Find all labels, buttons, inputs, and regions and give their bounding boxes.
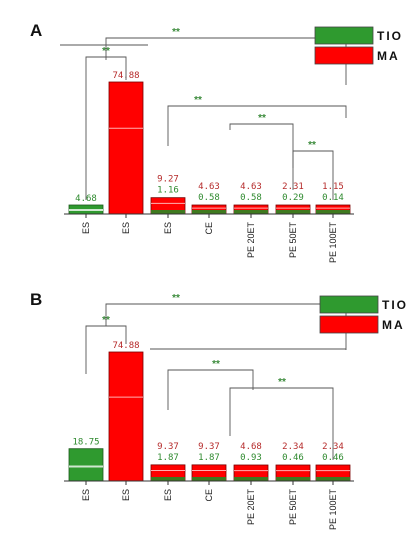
value-label-tio: 0.46 [282,453,304,463]
bar-tio-segment [276,477,310,481]
legend-label: MA [382,318,405,332]
value-label-tio: 0.29 [282,193,304,203]
x-tick-label: PE 50ET [288,489,298,526]
x-tick-label: PE 20ET [246,222,256,259]
significance-bracket [167,105,347,146]
x-tick-label: ES [81,489,91,501]
panel-a-chart: 4.68ES74.88ES9.271.16ES4.630.58CE4.630.5… [60,26,403,264]
value-label-ma: 9.27 [157,175,179,185]
value-label-ma: 9.37 [157,442,179,452]
value-label-ma: 4.63 [198,182,220,192]
value-label: 18.75 [72,438,99,448]
x-tick-label: CE [204,222,214,235]
significance-bracket [292,150,334,200]
value-label-ma: 2.34 [282,442,304,452]
bar-tio-segment [151,477,185,481]
x-tick-label: ES [163,222,173,234]
significance-bracket [105,303,347,350]
value-label-ma: 9.37 [198,442,220,452]
bar-tio-segment [151,210,185,214]
panel-b-letter: B [30,290,42,309]
bar-tio-segment [316,210,350,214]
x-tick-label: ES [81,222,91,234]
panel-b-chart: 18.75ES74.88ES9.371.87ES9.371.87CE4.680.… [64,293,408,531]
value-label-tio: 0.58 [240,193,262,203]
bar-tio-segment [192,477,226,481]
bar-tio-segment [234,477,268,481]
bar-tio-segment [234,210,268,214]
value-label-tio: 0.93 [240,453,262,463]
significance-marker: ** [172,27,180,38]
x-tick-label: PE 50ET [288,222,298,259]
value-label: 74.88 [112,341,139,351]
significance-marker: ** [308,140,316,151]
x-tick-label: ES [121,222,131,234]
bar-tio-segment [316,477,350,481]
x-tick-label: PE 100ET [328,489,338,531]
bar-ma [108,351,144,482]
value-label-ma: 4.63 [240,182,262,192]
legend-label: TIO [382,298,408,312]
significance-marker: ** [212,359,220,370]
value-label-tio: 1.87 [157,453,179,463]
x-tick-label: PE 100ET [328,222,338,264]
legend-label: MA [377,49,400,63]
value-label-tio: 0.58 [198,193,220,203]
bar-tio-segment [276,210,310,214]
legend-swatch [314,26,374,45]
x-tick-label: ES [163,489,173,501]
value-label-tio: 1.16 [157,186,179,196]
significance-bracket [229,123,294,168]
significance-marker: ** [278,377,286,388]
x-tick-label: CE [204,489,214,502]
significance-marker: ** [172,293,180,304]
bar-tio [68,448,104,482]
significance-bracket [167,369,254,410]
legend-swatch [319,315,379,334]
value-label-ma: 4.68 [240,442,262,452]
significance-marker: ** [258,113,266,124]
x-tick-label: PE 20ET [246,489,256,526]
bar-ma [108,81,144,215]
significance-bracket [229,387,334,460]
panel-a-letter: A [30,21,42,40]
x-tick-label: ES [121,489,131,501]
legend-swatch [314,46,374,65]
value-label-tio: 1.87 [198,453,220,463]
legend-label: TIO [377,29,403,43]
legend-swatch [319,295,379,314]
bar-tio-segment [192,210,226,214]
significance-marker: ** [194,95,202,106]
